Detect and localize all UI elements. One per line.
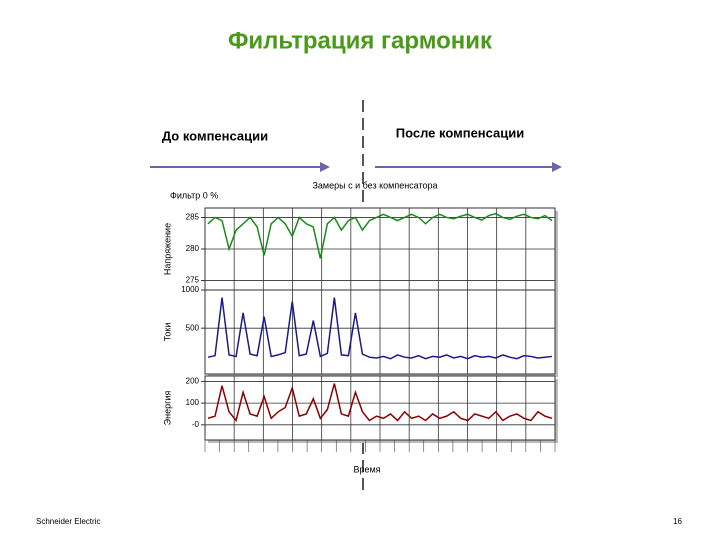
y-tick-label: 275 [186, 276, 200, 285]
before-label: До компенсации [162, 128, 268, 143]
y-axis-label: Напряжение [162, 223, 172, 275]
y-tick-label: 100 [186, 398, 200, 407]
y-tick-label: 200 [186, 377, 200, 386]
page-number: 16 [673, 517, 682, 526]
before-arrow-head [320, 162, 330, 172]
data-line [207, 212, 553, 259]
subtitle: Замеры с и без компенсатора [312, 180, 437, 190]
after-label: После компенсации [396, 125, 525, 140]
y-tick-label: 1000 [181, 285, 199, 294]
y-tick-label: -0 [192, 420, 200, 429]
data-line [207, 297, 553, 360]
data-line [207, 383, 553, 423]
y-tick-label: 500 [186, 323, 200, 332]
filter-label: Фильтр 0 % [170, 190, 218, 200]
y-axis-label: Энергия [162, 391, 172, 426]
y-tick-label: 285 [186, 213, 200, 222]
footer: Schneider Electric [36, 517, 100, 526]
x-axis-label: Время [353, 464, 380, 474]
y-tick-label: 280 [186, 244, 200, 253]
slide-title: Фильтрация гармоник [228, 27, 493, 54]
y-axis-label: Токи [162, 323, 172, 342]
after-arrow-head [552, 162, 562, 172]
